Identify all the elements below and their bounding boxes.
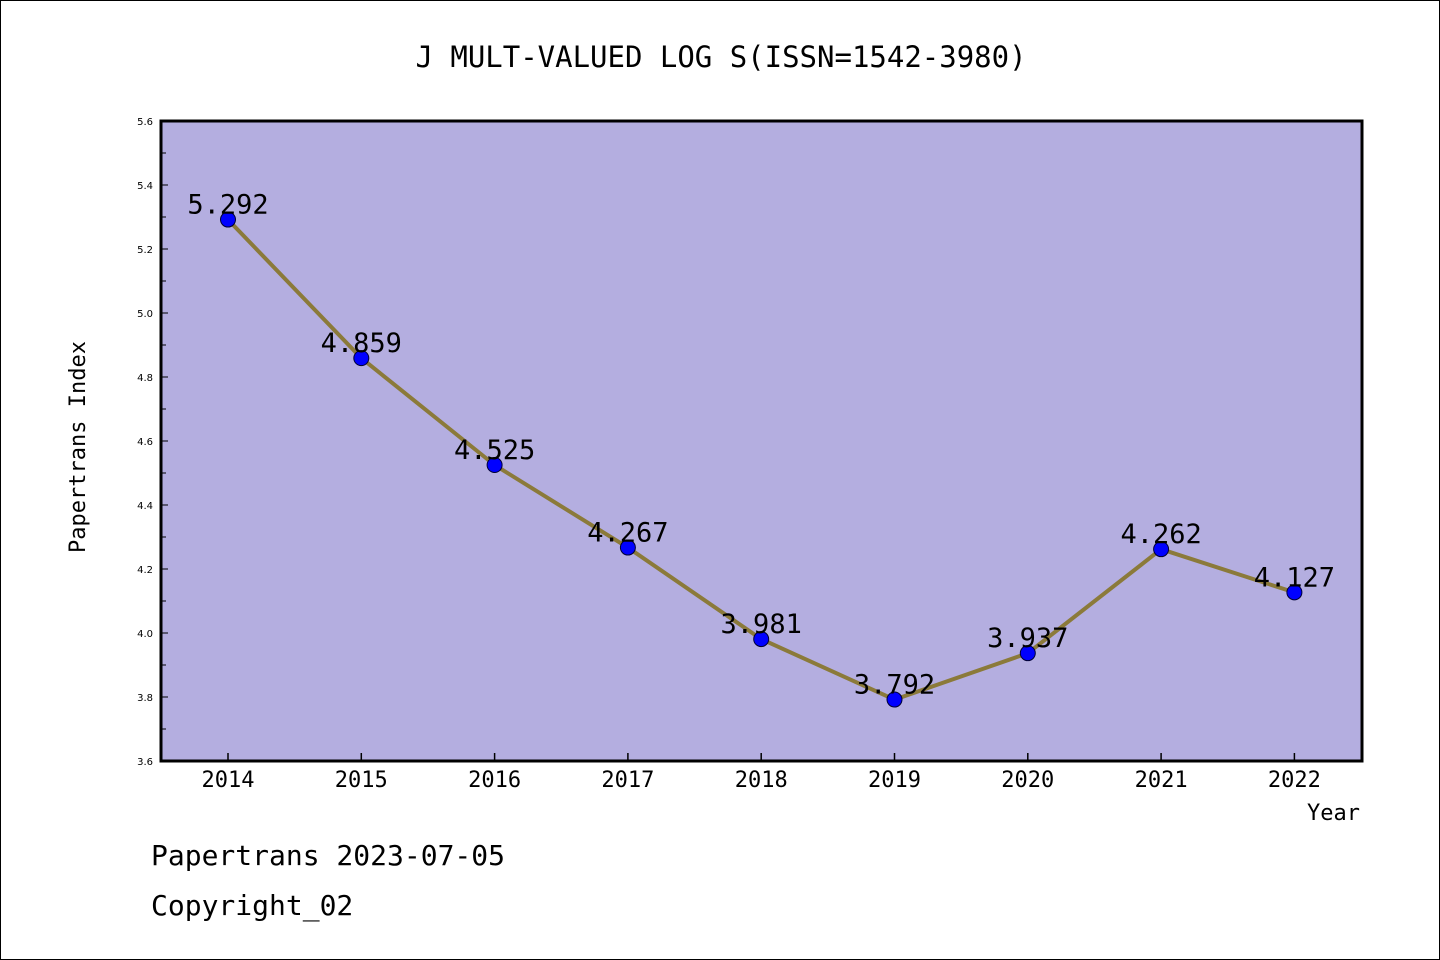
x-tick-label: 2015: [335, 768, 388, 793]
y-tick-label: 4.6: [137, 437, 153, 448]
y-tick-label: 5.2: [137, 245, 153, 256]
data-point: [220, 211, 236, 228]
data-point: [353, 350, 370, 367]
data-markers: [220, 211, 1303, 708]
x-tick-label: 2018: [735, 768, 788, 793]
data-point: [1019, 645, 1036, 662]
data-label: 4.859: [321, 328, 402, 359]
data-label: 4.127: [1254, 562, 1335, 593]
x-axis: 2014 2015 2016 2017 2018 2019 2020 2021 2022: [202, 753, 1321, 793]
data-label: 4.262: [1120, 519, 1201, 550]
x-axis-title: Year: [1307, 801, 1360, 826]
y-tick-label: 5.4: [137, 181, 153, 192]
y-tick-label: 4.2: [137, 565, 153, 576]
y-tick-label: 5.0: [137, 309, 153, 320]
x-tick-label: 2017: [601, 768, 654, 793]
footer-copyright: Copyright_02: [151, 889, 353, 923]
x-tick-label: 2021: [1135, 768, 1188, 793]
y-tick-label: 3.8: [137, 693, 153, 704]
y-axis: 3.6 3.8 4.0 4.2 4.4 4.6 4.8 5.0 5.2 5.4 5.6: [137, 117, 168, 768]
x-tick-label: 2016: [468, 768, 521, 793]
y-tick-label: 4.0: [137, 629, 153, 640]
data-label: 3.981: [721, 609, 802, 640]
data-label: 4.267: [587, 518, 668, 549]
data-point: [1286, 584, 1303, 601]
chart-title: J MULT-VALUED LOG S(ISSN=1542-3980): [415, 40, 1026, 74]
y-tick-label: 3.6: [137, 757, 153, 768]
data-point: [753, 631, 770, 648]
y-tick-label: 4.4: [137, 501, 153, 512]
data-labels: 5.292 4.859 4.525 4.267 3.981 3.792 3.937 4.262…: [187, 190, 1335, 701]
data-point: [619, 539, 636, 556]
data-label: 4.525: [454, 435, 535, 466]
data-label: 3.792: [854, 670, 935, 701]
y-tick-label: 5.6: [137, 117, 153, 128]
footer-date: Papertrans 2023-07-05: [151, 839, 505, 872]
data-point: [886, 691, 903, 708]
data-label: 5.292: [187, 190, 268, 221]
x-tick-label: 2022: [1268, 768, 1321, 793]
x-tick-label: 2019: [868, 768, 921, 793]
y-tick-label: 4.8: [137, 373, 153, 384]
data-point: [1153, 541, 1170, 558]
data-point: [486, 457, 503, 473]
plot-area: [159, 119, 1364, 763]
x-tick-label: 2020: [1001, 768, 1054, 793]
data-label: 3.937: [987, 623, 1068, 654]
y-axis-title: Papertrans Index: [66, 341, 91, 553]
x-tick-label: 2014: [202, 768, 255, 793]
